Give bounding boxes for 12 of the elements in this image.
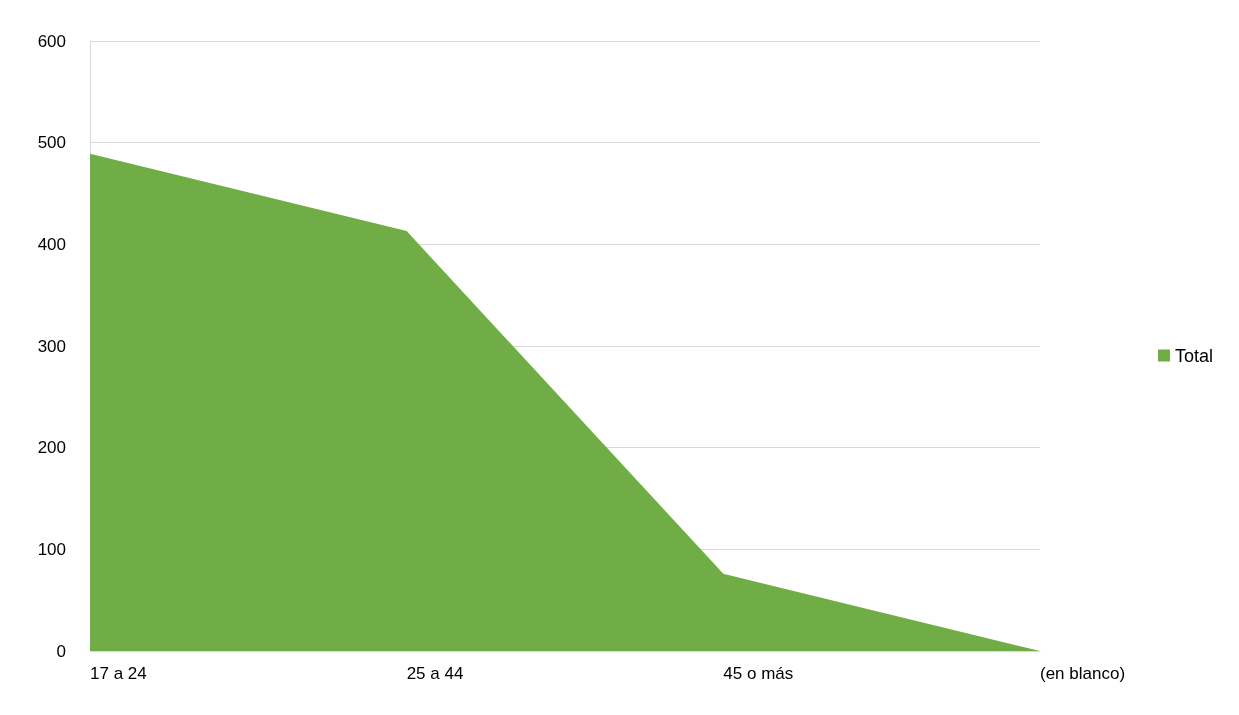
y-tick-label: 300 xyxy=(37,336,66,356)
y-tick-label: 400 xyxy=(37,234,66,254)
x-tick-label: 17 a 24 xyxy=(90,664,147,683)
y-tick-label: 0 xyxy=(56,641,66,661)
x-tick-label: (en blanco) xyxy=(1040,664,1126,683)
legend-label: Total xyxy=(1174,345,1214,366)
y-tick-label: 100 xyxy=(37,539,66,559)
y-tick-label: 500 xyxy=(37,133,66,153)
y-tick-label: 200 xyxy=(37,438,66,458)
x-tick-label: 25 a 44 xyxy=(406,664,464,683)
y-tick-label: 600 xyxy=(37,31,66,51)
x-tick-label: 45 o más xyxy=(723,664,794,683)
